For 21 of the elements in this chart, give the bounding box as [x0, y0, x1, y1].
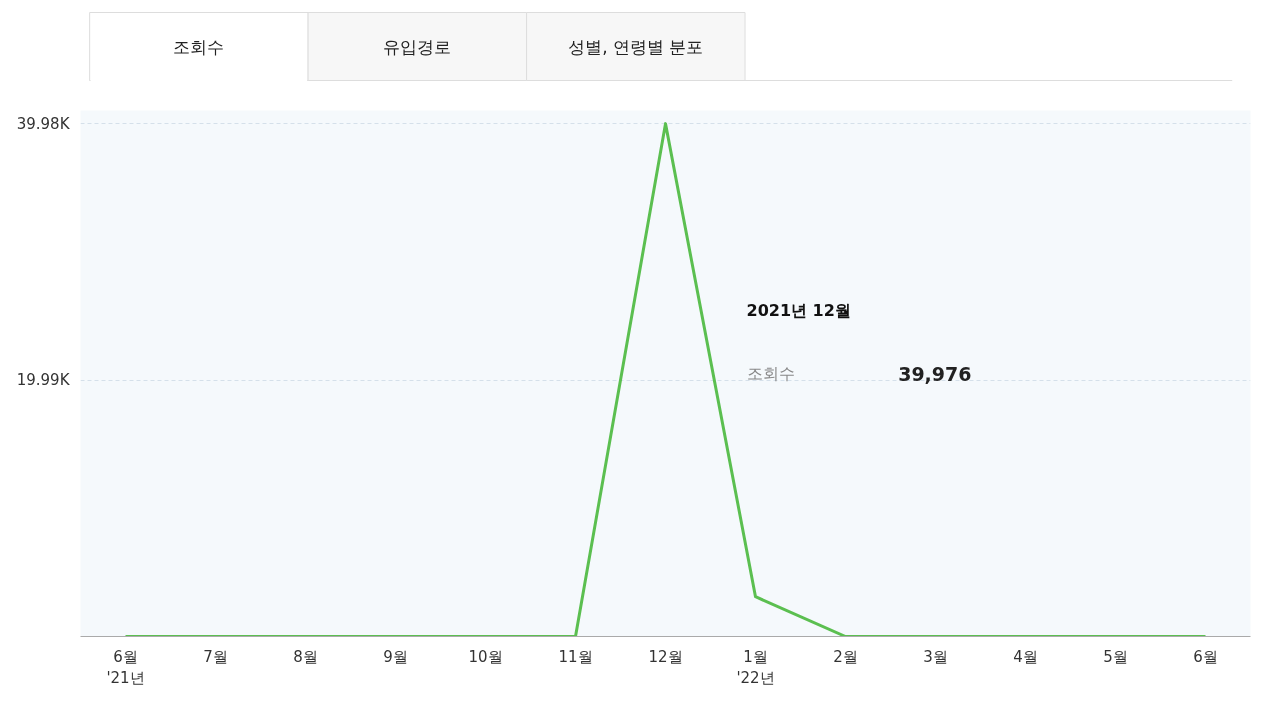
text: 성별, 연령별 분포: [568, 36, 704, 57]
x-tick-label: 7월: [203, 647, 228, 666]
x-tick-label: 1월 '22년: [736, 647, 775, 688]
x-tick-label: 6월: [1193, 647, 1218, 666]
x-tick-label: 6월 '21년: [106, 647, 145, 688]
text: 조회수: [173, 36, 225, 57]
text: 유입경로: [383, 36, 452, 57]
y-tick-label: 39.98K: [16, 114, 71, 133]
x-tick-label: 5월: [1103, 647, 1128, 666]
x-tick-label: 3월: [923, 647, 948, 666]
x-tick-label: 9월: [383, 647, 408, 666]
annotation: 2021년 12월: [746, 300, 851, 320]
x-tick-label: 10월: [468, 647, 503, 666]
y-tick-label: 19.99K: [16, 371, 71, 390]
x-tick-label: 2월: [833, 647, 858, 666]
x-tick-label: 8월: [293, 647, 318, 666]
annotation: 39,976: [898, 362, 972, 385]
x-tick-label: 4월: [1013, 647, 1038, 666]
x-tick-label: 12월: [648, 647, 683, 666]
x-tick-label: 11월: [558, 647, 593, 666]
annotation: 조회수: [746, 364, 795, 383]
